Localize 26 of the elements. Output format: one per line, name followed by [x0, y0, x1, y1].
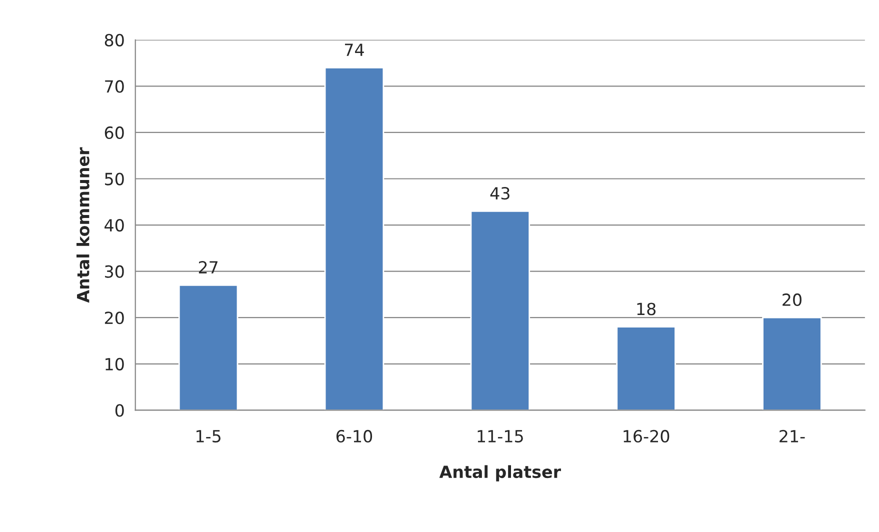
- x-axis-title: Antal platser: [439, 465, 561, 482]
- y-tick-label: 50: [105, 172, 124, 186]
- y-tick-label: 0: [115, 404, 124, 417]
- x-tick-label: 21-: [780, 430, 805, 442]
- bar: [762, 316, 822, 410]
- y-tick-label: 60: [104, 126, 124, 140]
- y-tick-label: 80: [104, 34, 124, 46]
- y-tick-label: 40: [104, 219, 124, 232]
- y-axis-title: Antal kommuner: [76, 147, 90, 303]
- y-tick-label: 30: [105, 265, 124, 278]
- data-label: 74: [345, 44, 364, 56]
- bar: [178, 284, 238, 410]
- y-tick-label: 20: [104, 312, 124, 324]
- y-tick-label: 70: [105, 80, 124, 93]
- y-tick-label: 10: [106, 358, 124, 370]
- x-tick-label: 1-5: [196, 430, 220, 443]
- bar: [616, 326, 676, 410]
- bar: [470, 210, 530, 410]
- x-tick-label: 11-15: [478, 430, 523, 443]
- data-label: 20: [782, 293, 802, 306]
- data-label: 43: [490, 186, 510, 200]
- data-label: 18: [637, 302, 656, 316]
- bar: [324, 66, 384, 410]
- data-label: 27: [198, 261, 218, 274]
- x-tick-label: 6-10: [336, 430, 372, 443]
- x-tick-label: 16-20: [624, 430, 670, 443]
